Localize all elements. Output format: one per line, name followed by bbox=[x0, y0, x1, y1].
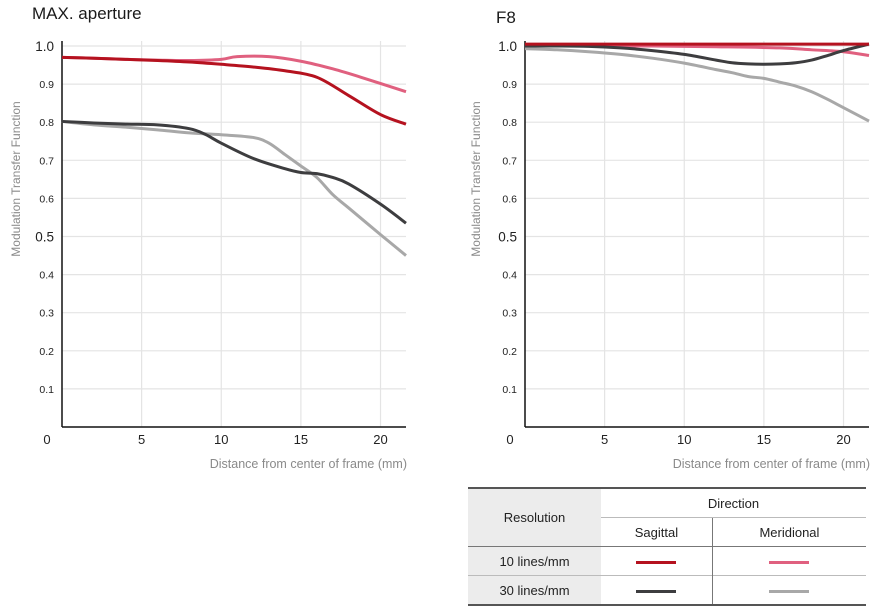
y-tick-label: 0.9 bbox=[502, 79, 517, 91]
x-axis-label: Distance from center of frame (mm) bbox=[673, 457, 870, 471]
legend-swatch-cell-sag10 bbox=[601, 546, 713, 576]
y-tick-label: 0.5 bbox=[35, 230, 54, 245]
legend-swatch-cell-mer10 bbox=[711, 546, 866, 576]
x-tick-label: 0 bbox=[43, 432, 50, 447]
y-tick-label: 0.7 bbox=[39, 155, 54, 167]
y-tick-label: 0.3 bbox=[502, 308, 517, 320]
series-line-sag30 bbox=[524, 42, 870, 66]
legend-row-label-30: 30 lines/mm bbox=[468, 575, 601, 606]
y-tick-label: 0.2 bbox=[502, 346, 517, 358]
y-axis-label: Modulation Transfer Function bbox=[9, 101, 23, 256]
series-line-mer10 bbox=[61, 54, 407, 94]
y-tick-label: 0.7 bbox=[502, 155, 517, 167]
x-tick-label: 15 bbox=[757, 432, 771, 447]
legend-swatch-sagittal-30 bbox=[636, 589, 677, 593]
y-tick-label: 0.2 bbox=[39, 346, 54, 358]
legend-swatch-cell-mer30 bbox=[711, 575, 866, 606]
y-tick-label: 0.4 bbox=[39, 270, 54, 282]
mtf-chart-f8: 0.1 0.2 0.3 0.4 0.5 0.6 0.7 0.8 0.9 1.0 0 5 10 15 20 Di… bbox=[469, 39, 870, 471]
y-tick-label: 0.9 bbox=[39, 79, 54, 91]
x-tick-label: 20 bbox=[373, 432, 387, 447]
y-tick-label: 1.0 bbox=[35, 39, 54, 54]
y-tick-label: 0.8 bbox=[39, 117, 54, 129]
x-tick-label: 15 bbox=[294, 432, 308, 447]
legend-sagittal-header: Sagittal bbox=[601, 517, 713, 547]
x-tick-label: 5 bbox=[601, 432, 608, 447]
x-axis-label: Distance from center of frame (mm) bbox=[210, 457, 407, 471]
legend-resolution-header: Resolution bbox=[468, 487, 601, 547]
series-line-mer30 bbox=[61, 119, 407, 257]
y-tick-label: 0.4 bbox=[502, 270, 517, 282]
chart-title-max-aperture: MAX. aperture bbox=[32, 4, 142, 23]
x-tick-label: 5 bbox=[138, 432, 145, 447]
legend-row-label-10: 10 lines/mm bbox=[468, 546, 601, 576]
legend-table: Resolution Direction Sagittal Meridional… bbox=[468, 487, 866, 606]
legend-meridional-header: Meridional bbox=[711, 517, 866, 547]
series-line-sag30 bbox=[61, 119, 407, 225]
y-tick-label: 0.6 bbox=[39, 193, 54, 205]
x-tick-label: 10 bbox=[214, 432, 228, 447]
y-tick-label: 0.8 bbox=[502, 117, 517, 129]
legend-swatch-meridional-30 bbox=[769, 589, 810, 593]
x-tick-label: 20 bbox=[836, 432, 850, 447]
chart-title-f8: F8 bbox=[496, 8, 516, 27]
y-tick-label: 0.1 bbox=[502, 384, 517, 396]
y-tick-label: 1.0 bbox=[498, 39, 517, 54]
y-tick-label: 0.5 bbox=[498, 230, 517, 245]
legend-direction-header: Direction bbox=[601, 487, 866, 518]
y-axis-label: Modulation Transfer Function bbox=[469, 101, 483, 256]
y-tick-label: 0.1 bbox=[39, 384, 54, 396]
series-line-sag10 bbox=[61, 55, 407, 126]
legend-swatch-sagittal-10 bbox=[636, 560, 677, 564]
mtf-chart-max-aperture: 0.1 0.2 0.3 0.4 0.5 0.6 0.7 0.8 0.9 1.0 0 5 10 15 20 Di… bbox=[9, 39, 407, 471]
x-tick-label: 10 bbox=[677, 432, 691, 447]
series-line-mer30 bbox=[524, 47, 870, 123]
y-tick-label: 0.6 bbox=[502, 193, 517, 205]
legend-swatch-meridional-10 bbox=[769, 560, 810, 564]
legend-swatch-cell-sag30 bbox=[601, 575, 713, 606]
x-tick-label: 0 bbox=[506, 432, 513, 447]
y-tick-label: 0.3 bbox=[39, 308, 54, 320]
